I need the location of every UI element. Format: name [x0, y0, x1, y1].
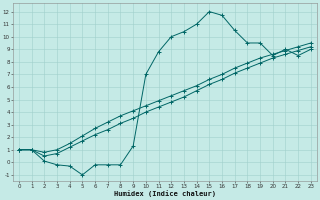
X-axis label: Humidex (Indice chaleur): Humidex (Indice chaleur): [114, 190, 216, 197]
